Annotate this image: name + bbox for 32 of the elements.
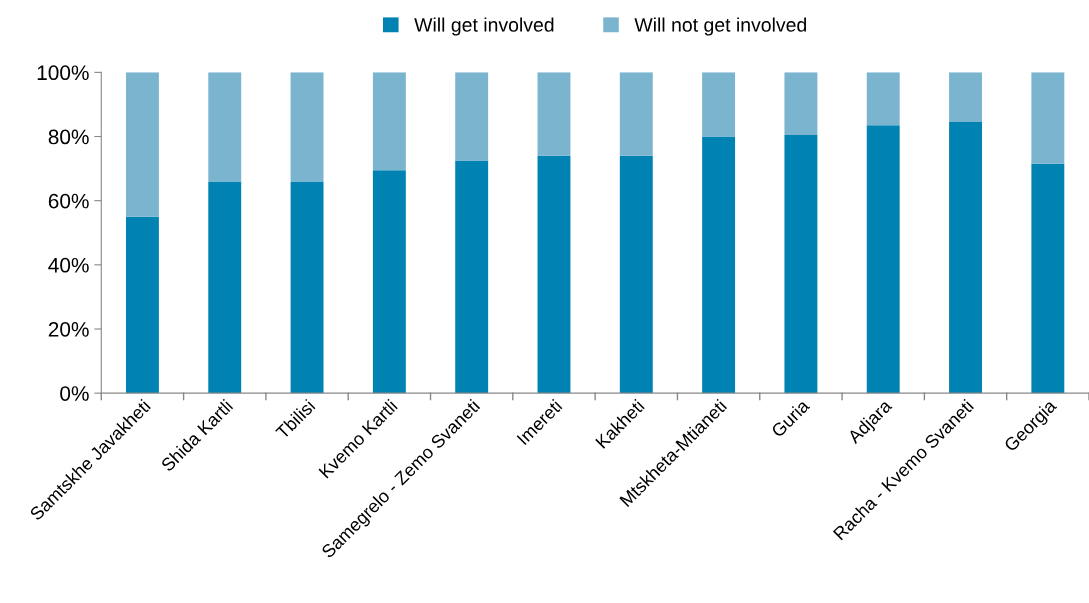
bar: [455, 72, 489, 161]
y-tick-label: 80%: [48, 129, 89, 145]
bar: [290, 181, 324, 394]
bar: [619, 72, 653, 156]
bar: [372, 72, 406, 171]
y-tick-label: 0%: [60, 386, 89, 401]
legend-label: Will not get involved: [634, 17, 807, 36]
bar: [537, 72, 571, 156]
bar: [208, 72, 242, 182]
bar: [537, 155, 571, 394]
bar: [949, 72, 982, 123]
bar: [866, 125, 900, 394]
legend-label: Will get involved: [414, 17, 554, 36]
bar: [702, 136, 736, 394]
bar: [125, 72, 159, 217]
bar: [455, 160, 489, 394]
bar: [208, 181, 242, 394]
bar: [784, 134, 818, 394]
bar: [784, 72, 818, 135]
bar: [1031, 163, 1065, 394]
bar: [702, 72, 736, 137]
bar: [619, 155, 653, 394]
bar: [125, 216, 159, 394]
bar: [290, 72, 324, 182]
y-tick-label: 20%: [48, 322, 89, 337]
y-tick-label: 60%: [48, 193, 89, 209]
bar: [372, 170, 406, 394]
y-tick-label: 40%: [48, 257, 89, 273]
bar: [866, 72, 900, 126]
bar: [949, 122, 982, 394]
y-tick-label: 100%: [37, 65, 89, 81]
bar: [1031, 72, 1065, 164]
